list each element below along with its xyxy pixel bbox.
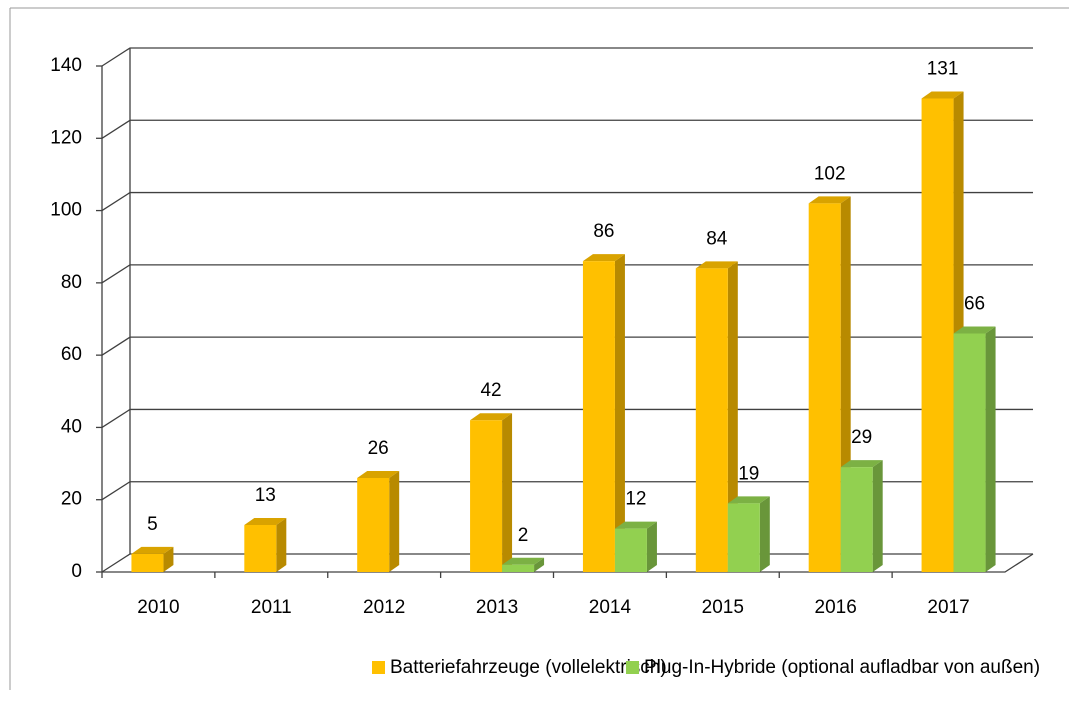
bar-front bbox=[840, 467, 873, 572]
bar-front bbox=[582, 261, 615, 572]
y-tick-label: 40 bbox=[61, 416, 82, 437]
floor bbox=[102, 553, 1034, 573]
legend-label: Plug-In-Hybride (optional aufladbar von … bbox=[644, 657, 1040, 678]
data-label: 5 bbox=[147, 514, 158, 535]
bar bbox=[470, 413, 513, 572]
x-tick-label: 2011 bbox=[251, 597, 292, 618]
data-label: 42 bbox=[480, 380, 501, 401]
bar-top bbox=[808, 196, 851, 204]
bar-top bbox=[244, 518, 287, 526]
bar-side bbox=[614, 254, 625, 572]
bar bbox=[357, 471, 400, 572]
grid-line bbox=[101, 553, 1033, 573]
x-tick-label: 2017 bbox=[927, 597, 969, 618]
bar-front bbox=[808, 203, 841, 573]
legend-label: Batteriefahrzeuge (vollelektrisch) bbox=[390, 657, 667, 678]
x-tick-label: 2010 bbox=[137, 597, 179, 618]
grid-line bbox=[101, 119, 1033, 139]
y-tick-label: 140 bbox=[50, 55, 82, 76]
bar-side bbox=[646, 521, 657, 572]
data-label: 26 bbox=[368, 438, 389, 459]
bar-top bbox=[921, 91, 964, 99]
grid-line bbox=[101, 481, 1033, 501]
bar bbox=[614, 521, 657, 572]
bar-side bbox=[502, 413, 513, 572]
grid-line bbox=[101, 191, 1033, 212]
bar-top bbox=[727, 496, 770, 504]
x-tick-label: 2014 bbox=[589, 597, 632, 618]
bar bbox=[840, 460, 883, 572]
bar-front bbox=[357, 478, 390, 572]
data-label: 13 bbox=[255, 485, 276, 506]
bar-side bbox=[534, 557, 545, 572]
x-tick-label: 2013 bbox=[476, 597, 518, 618]
grid-line bbox=[101, 408, 1033, 428]
data-label: 84 bbox=[706, 228, 728, 249]
grid-line bbox=[101, 336, 1033, 356]
data-label: 102 bbox=[814, 163, 846, 184]
bar-top bbox=[470, 413, 513, 421]
bar bbox=[582, 254, 625, 572]
bar-front bbox=[244, 525, 277, 572]
grid-line bbox=[101, 264, 1033, 284]
data-label: 86 bbox=[593, 221, 614, 242]
bar bbox=[727, 496, 770, 572]
bar bbox=[953, 326, 996, 572]
bar-top bbox=[582, 254, 625, 262]
bar-front bbox=[953, 333, 986, 572]
bar-front bbox=[727, 503, 760, 572]
bar-side bbox=[276, 518, 287, 572]
bar-top bbox=[614, 521, 657, 529]
data-label: 66 bbox=[964, 293, 985, 314]
y-tick-label: 20 bbox=[61, 489, 82, 510]
y-tick-label: 60 bbox=[61, 344, 82, 365]
y-tick-label: 0 bbox=[71, 561, 82, 582]
x-tick-label: 2016 bbox=[815, 597, 857, 618]
data-label: 2 bbox=[518, 525, 529, 546]
y-tick-label: 120 bbox=[50, 127, 82, 148]
bar-top bbox=[502, 557, 545, 565]
bar-top bbox=[840, 460, 883, 468]
x-tick-label: 2012 bbox=[363, 597, 405, 618]
bar-front bbox=[470, 420, 503, 572]
bar-side bbox=[985, 326, 996, 572]
bar bbox=[131, 546, 174, 572]
bar bbox=[502, 557, 545, 572]
grid-line bbox=[101, 47, 1033, 67]
y-tick-label: 100 bbox=[50, 200, 82, 221]
y-tick-label: 80 bbox=[61, 272, 82, 293]
bar-front bbox=[502, 564, 535, 572]
bar-side bbox=[389, 471, 400, 572]
bar bbox=[695, 261, 738, 572]
data-label: 131 bbox=[927, 59, 959, 80]
bar-top bbox=[131, 546, 174, 554]
bar-front bbox=[614, 528, 647, 572]
legend-swatch bbox=[372, 661, 385, 674]
data-label: 29 bbox=[851, 427, 872, 448]
bar-side bbox=[759, 496, 770, 572]
data-label: 19 bbox=[738, 463, 759, 484]
bar-side bbox=[727, 261, 738, 572]
bar-top bbox=[953, 326, 996, 334]
x-tick-label: 2015 bbox=[702, 597, 744, 618]
bar-front bbox=[921, 98, 954, 573]
bar-front bbox=[131, 553, 164, 572]
bar-side bbox=[163, 546, 174, 572]
bar-top bbox=[357, 471, 400, 479]
bar-front bbox=[695, 268, 728, 572]
bar bbox=[244, 518, 287, 572]
legend-swatch bbox=[626, 661, 639, 674]
bar-side bbox=[872, 460, 883, 572]
bar-top bbox=[695, 261, 738, 269]
data-label: 12 bbox=[625, 489, 646, 510]
